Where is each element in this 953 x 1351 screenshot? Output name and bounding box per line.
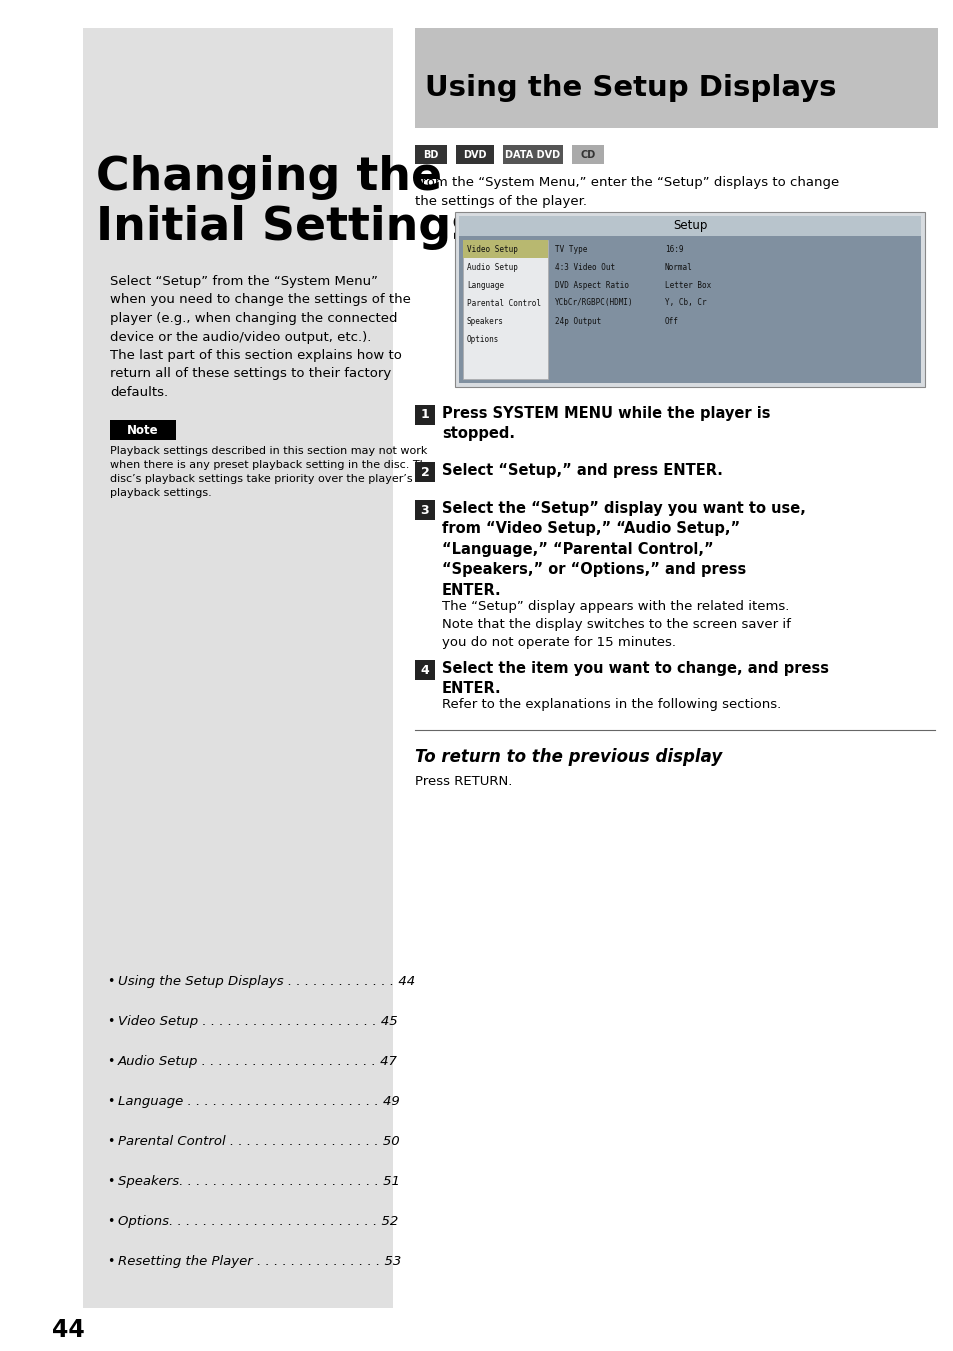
Text: Y, Cb, Cr: Y, Cb, Cr <box>664 299 706 308</box>
Text: Initial Settings: Initial Settings <box>96 205 478 250</box>
Bar <box>502 145 562 163</box>
Text: Select the “Setup” display you want to use,
from “Video Setup,” “Audio Setup,”
“: Select the “Setup” display you want to u… <box>441 501 805 597</box>
Text: DVD Aspect Ratio: DVD Aspect Ratio <box>555 281 628 289</box>
Text: Audio Setup . . . . . . . . . . . . . . . . . . . . . 47: Audio Setup . . . . . . . . . . . . . . … <box>118 1055 397 1069</box>
Text: •: • <box>107 975 114 988</box>
Bar <box>462 240 547 380</box>
Text: Language: Language <box>467 281 503 289</box>
Text: Using the Setup Displays . . . . . . . . . . . . . 44: Using the Setup Displays . . . . . . . .… <box>118 975 415 988</box>
Text: Select “Setup,” and press ENTER.: Select “Setup,” and press ENTER. <box>441 463 722 478</box>
Text: 16:9: 16:9 <box>664 245 682 254</box>
Text: •: • <box>107 1255 114 1269</box>
Text: Normal: Normal <box>664 262 692 272</box>
Text: •: • <box>107 1096 114 1108</box>
Bar <box>572 145 603 163</box>
Bar <box>455 212 924 386</box>
Bar <box>458 216 920 236</box>
Bar <box>415 661 435 680</box>
Bar <box>415 462 435 482</box>
Bar <box>110 420 175 440</box>
Text: The “Setup” display appears with the related items.
Note that the display switch: The “Setup” display appears with the rel… <box>441 600 790 648</box>
Bar <box>456 145 494 163</box>
Text: 3: 3 <box>420 504 429 516</box>
Text: •: • <box>107 1015 114 1028</box>
Text: Options. . . . . . . . . . . . . . . . . . . . . . . . . 52: Options. . . . . . . . . . . . . . . . .… <box>118 1215 397 1228</box>
Text: Refer to the explanations in the following sections.: Refer to the explanations in the followi… <box>441 698 781 711</box>
Text: 4: 4 <box>420 663 429 677</box>
Bar <box>462 240 547 258</box>
Text: Changing the: Changing the <box>96 155 441 200</box>
Bar <box>415 500 435 520</box>
Text: Speakers: Speakers <box>467 316 503 326</box>
Text: Press SYSTEM MENU while the player is
stopped.: Press SYSTEM MENU while the player is st… <box>441 407 770 442</box>
Text: •: • <box>107 1055 114 1069</box>
Text: Note: Note <box>127 423 158 436</box>
Bar <box>415 28 937 128</box>
Text: Letter Box: Letter Box <box>664 281 711 289</box>
Text: Options: Options <box>467 335 498 343</box>
Text: To return to the previous display: To return to the previous display <box>415 748 721 766</box>
Text: CD: CD <box>579 150 595 159</box>
Text: DATA DVD: DATA DVD <box>505 150 560 159</box>
Text: •: • <box>107 1175 114 1188</box>
Text: 1: 1 <box>420 408 429 422</box>
Text: Off: Off <box>664 316 679 326</box>
Text: Playback settings described in this section may not work
when there is any prese: Playback settings described in this sect… <box>110 446 434 499</box>
Text: 2: 2 <box>420 466 429 478</box>
Bar <box>415 145 447 163</box>
Text: Video Setup: Video Setup <box>467 245 517 254</box>
Text: Audio Setup: Audio Setup <box>467 262 517 272</box>
Text: Parental Control: Parental Control <box>467 299 540 308</box>
Text: Speakers. . . . . . . . . . . . . . . . . . . . . . . . 51: Speakers. . . . . . . . . . . . . . . . … <box>118 1175 399 1188</box>
Text: Setup: Setup <box>672 219 706 232</box>
Text: YCbCr/RGBPC(HDMI): YCbCr/RGBPC(HDMI) <box>555 299 633 308</box>
Bar <box>458 216 920 382</box>
Text: Using the Setup Displays: Using the Setup Displays <box>424 74 836 101</box>
Text: •: • <box>107 1135 114 1148</box>
Text: 4:3 Video Out: 4:3 Video Out <box>555 262 615 272</box>
Bar <box>83 28 393 1308</box>
Text: Parental Control . . . . . . . . . . . . . . . . . . 50: Parental Control . . . . . . . . . . . .… <box>118 1135 399 1148</box>
Text: Language . . . . . . . . . . . . . . . . . . . . . . . 49: Language . . . . . . . . . . . . . . . .… <box>118 1096 399 1108</box>
Text: Select the item you want to change, and press
ENTER.: Select the item you want to change, and … <box>441 661 828 696</box>
Text: DVD: DVD <box>463 150 486 159</box>
Bar <box>415 405 435 426</box>
Text: BD: BD <box>423 150 438 159</box>
Text: Resetting the Player . . . . . . . . . . . . . . . 53: Resetting the Player . . . . . . . . . .… <box>118 1255 401 1269</box>
Text: 44: 44 <box>52 1319 85 1342</box>
Text: •: • <box>107 1215 114 1228</box>
Text: Press RETURN.: Press RETURN. <box>415 775 512 788</box>
Text: Select “Setup” from the “System Menu”
when you need to change the settings of th: Select “Setup” from the “System Menu” wh… <box>110 276 411 399</box>
Text: 24p Output: 24p Output <box>555 316 600 326</box>
Text: TV Type: TV Type <box>555 245 587 254</box>
Text: Video Setup . . . . . . . . . . . . . . . . . . . . . 45: Video Setup . . . . . . . . . . . . . . … <box>118 1015 397 1028</box>
Text: From the “System Menu,” enter the “Setup” displays to change
the settings of the: From the “System Menu,” enter the “Setup… <box>415 176 839 208</box>
